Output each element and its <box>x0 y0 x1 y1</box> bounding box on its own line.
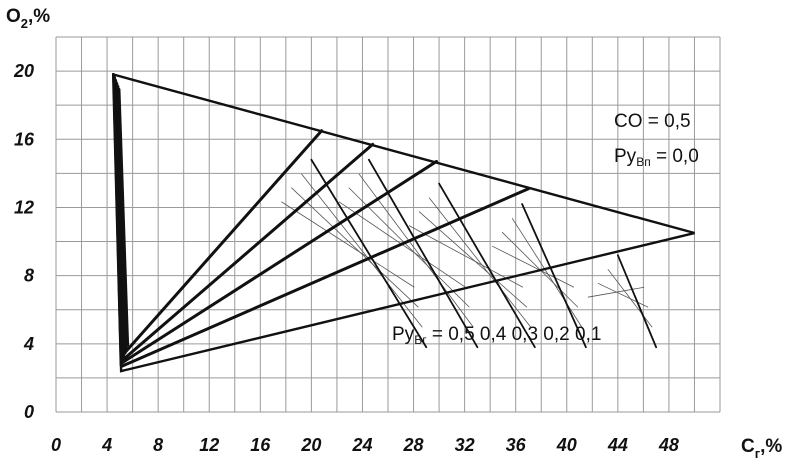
x-tick-label: 28 <box>403 435 424 455</box>
fan-line <box>122 142 375 361</box>
x-tick-label: 36 <box>506 435 527 455</box>
hatch-line <box>358 173 474 328</box>
y-tick-label: 12 <box>14 197 34 217</box>
hatch-line <box>348 187 470 308</box>
hatch-line <box>281 201 415 288</box>
x-tick-label: 12 <box>199 435 219 455</box>
lead-line <box>438 182 536 349</box>
y-tick-label: 0 <box>24 402 34 422</box>
y-tick-label: 4 <box>23 334 34 354</box>
x-tick-label: 48 <box>658 435 679 455</box>
hatch-line <box>491 245 575 288</box>
x-tick-label: 20 <box>300 435 321 455</box>
x-tick-label: 16 <box>250 435 271 455</box>
chart-lines <box>112 72 695 373</box>
hatch-line <box>418 211 528 308</box>
hatch-line <box>587 286 645 298</box>
hatching <box>111 73 653 367</box>
hatch-line <box>597 282 649 308</box>
hatch-line <box>428 197 532 328</box>
x-tick-label: 0 <box>51 435 61 455</box>
grid <box>55 36 721 413</box>
fan-line <box>120 159 439 365</box>
hatch-line <box>408 225 524 288</box>
fan-line <box>122 129 324 356</box>
boundary-triangle <box>112 72 695 373</box>
x-tick-label: 32 <box>455 435 475 455</box>
y-tick-label: 20 <box>13 61 34 81</box>
hatch-line <box>301 173 423 328</box>
x-tick-label: 40 <box>556 435 577 455</box>
y-tick-label: 8 <box>24 266 34 286</box>
x-axis-title: Cг,% <box>741 436 782 461</box>
lead-line <box>310 158 428 349</box>
hatch-line <box>291 187 419 308</box>
puvn-annotation: РуВп = 0,0 <box>614 146 699 169</box>
x-tick-label: 44 <box>607 435 628 455</box>
x-tick-label: 8 <box>153 435 163 455</box>
lead-line <box>367 158 479 349</box>
x-tick-label: 24 <box>351 435 372 455</box>
y-axis-title: O2,% <box>6 6 50 31</box>
y-tick-label: 16 <box>14 129 35 149</box>
left-edge-band <box>117 88 130 347</box>
x-tick-label: 4 <box>101 435 112 455</box>
fan-line <box>120 187 530 368</box>
lead-line <box>521 203 587 349</box>
lead-line <box>616 254 658 349</box>
puvg-annotation: РуВг = 0,5 0,4 0,3 0,2 0,1 <box>392 324 601 347</box>
co-annotation: CO = 0,5 <box>614 111 691 132</box>
hatch-line <box>511 217 583 328</box>
